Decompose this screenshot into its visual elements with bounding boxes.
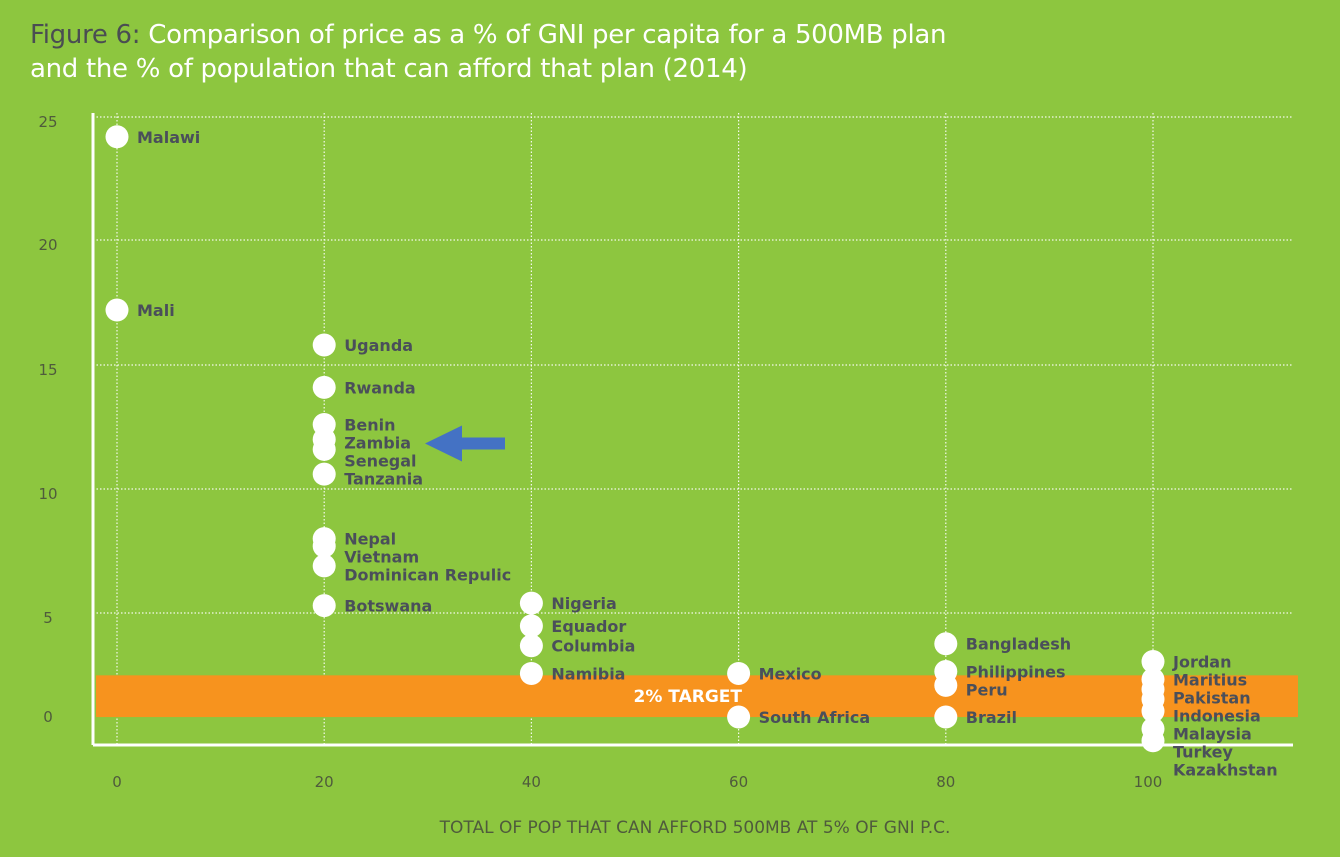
data-point-equador <box>519 614 543 638</box>
data-label: Mali <box>137 301 175 320</box>
data-point-rwanda <box>312 375 336 399</box>
data-label: Pakistan <box>1173 689 1251 708</box>
data-label: Columbia <box>551 637 635 656</box>
data-point-uganda <box>312 333 336 357</box>
y-tick-label: 10 <box>38 485 57 503</box>
y-tick-label: 20 <box>38 236 57 254</box>
figure-number: Figure 6: <box>30 20 141 50</box>
data-label: Nepal <box>344 530 396 549</box>
data-point-namibia <box>519 661 543 685</box>
data-label: Zambia <box>344 434 411 453</box>
target-label: 2% TARGET <box>634 687 743 707</box>
data-label: Dominican Repulic <box>344 566 511 585</box>
data-label: Maritius <box>1173 671 1247 690</box>
data-point-mali <box>105 298 129 322</box>
data-label: Tanzania <box>344 470 423 489</box>
data-label: Mexico <box>759 664 822 683</box>
data-point-bangladesh <box>934 632 958 656</box>
data-point-mexico <box>727 661 751 685</box>
chart-title: Figure 6: Comparison of price as a % of … <box>30 18 947 86</box>
data-point-brazil <box>934 705 958 729</box>
data-label: Turkey <box>1173 743 1234 762</box>
data-label: Nigeria <box>551 594 616 613</box>
data-point-jordan <box>1141 650 1165 674</box>
data-point-kazakhstan <box>1141 729 1165 753</box>
data-label: Kazakhstan <box>1173 761 1278 780</box>
data-label: Malaysia <box>1173 725 1252 744</box>
y-tick-label: 25 <box>38 113 57 131</box>
data-point-columbia <box>519 634 543 658</box>
data-label: Equador <box>551 617 626 636</box>
data-point-peru <box>934 673 958 697</box>
x-tick-label: 60 <box>729 773 748 791</box>
data-point-dominican-repulic <box>312 554 336 578</box>
data-label: Jordan <box>1172 653 1231 672</box>
data-label: Benin <box>344 416 395 435</box>
data-point-vietnam <box>312 534 336 558</box>
data-point-nigeria <box>519 591 543 615</box>
data-label: South Africa <box>759 708 871 727</box>
y-tick-label: 0 <box>43 708 53 726</box>
data-label: Philippines <box>966 662 1066 681</box>
data-point-malawi <box>105 125 129 149</box>
data-label: Bangladesh <box>966 635 1071 654</box>
data-label: Botswana <box>344 597 432 616</box>
data-point-tanzania <box>312 462 336 486</box>
data-label: Uganda <box>344 336 413 355</box>
x-tick-label: 100 <box>1134 773 1163 791</box>
data-label: Namibia <box>551 664 625 683</box>
x-tick-label: 0 <box>112 773 122 791</box>
data-point-malaysia <box>1141 699 1165 723</box>
x-tick-label: 20 <box>315 773 334 791</box>
data-label: Malawi <box>137 128 200 147</box>
x-axis-label: TOTAL OF POP THAT CAN AFFORD 500MB AT 5%… <box>439 818 951 838</box>
target-band <box>96 675 1298 718</box>
data-point-senegal <box>312 437 336 461</box>
title-line-2: and the % of population that can afford … <box>30 54 748 84</box>
data-label: Brazil <box>966 708 1017 727</box>
data-label: Senegal <box>344 452 416 471</box>
y-tick-label: 5 <box>43 609 53 627</box>
data-label: Peru <box>966 680 1008 699</box>
data-label: Vietnam <box>344 548 419 567</box>
x-tick-label: 80 <box>936 773 955 791</box>
data-label: Rwanda <box>344 378 416 397</box>
highlight-arrow-icon <box>425 425 505 462</box>
data-label: Indonesia <box>1173 707 1261 726</box>
data-point-botswana <box>312 594 336 618</box>
y-tick-label: 15 <box>38 361 57 379</box>
title-line-1: Comparison of price as a % of GNI per ca… <box>140 20 947 50</box>
data-point-south-africa <box>727 705 751 729</box>
x-tick-label: 40 <box>522 773 541 791</box>
